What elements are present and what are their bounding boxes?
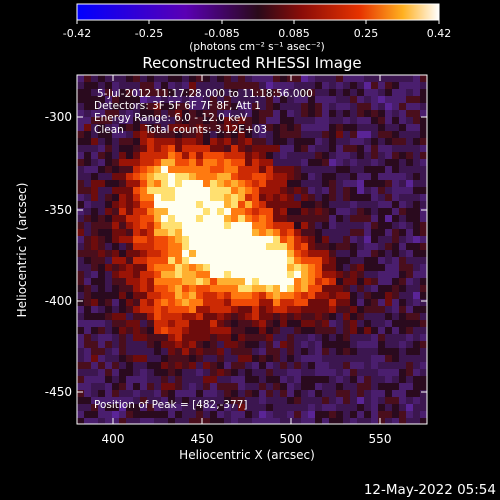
y-axis-label: Heliocentric Y (arcsec) bbox=[15, 183, 29, 318]
annotation-counts: Total counts: 3.12E+03 bbox=[144, 124, 267, 136]
colorbar-tick-label: 0.085 bbox=[278, 27, 310, 40]
colorbar: -0.42 -0.25 -0.085 0.085 0.25 0.42 (phot… bbox=[63, 3, 452, 53]
x-tick-label: 400 bbox=[102, 432, 125, 446]
plot-frame bbox=[76, 74, 428, 425]
x-axis-ticks bbox=[112, 75, 381, 424]
y-tick-label: -350 bbox=[45, 203, 72, 217]
colorbar-units: (photons cm⁻² s⁻¹ asec⁻²) bbox=[189, 41, 324, 53]
y-tick-label: -300 bbox=[45, 110, 72, 124]
solar-image bbox=[77, 75, 427, 424]
colorbar-tick-label: -0.25 bbox=[135, 27, 163, 40]
x-tick-label: 500 bbox=[280, 432, 303, 446]
x-axis-label: Heliocentric X (arcsec) bbox=[179, 448, 315, 462]
colorbar-tick-label: -0.085 bbox=[204, 27, 239, 40]
plot-title: Reconstructed RHESSI Image bbox=[142, 54, 361, 72]
y-tick-label: -450 bbox=[45, 385, 72, 399]
annotation-time: 5-Jul-2012 11:17:28.000 to 11:18:56.000 bbox=[97, 88, 313, 100]
annotation-algorithm: Clean bbox=[94, 124, 124, 136]
x-tick-label: 550 bbox=[369, 432, 392, 446]
colorbar-tick-label: 0.25 bbox=[354, 27, 379, 40]
colorbar-tick-label: -0.42 bbox=[63, 27, 91, 40]
x-tick-label: 450 bbox=[191, 432, 214, 446]
footer-date: 12-May-2022 05:54 bbox=[364, 482, 496, 498]
colorbar-tick-label: 0.42 bbox=[427, 27, 452, 40]
annotation-detectors: Detectors: 3F 5F 6F 7F 8F, Att 1 bbox=[94, 100, 261, 112]
colorbar-ticks bbox=[76, 20, 440, 24]
annotation-energy: Energy Range: 6.0 - 12.0 keV bbox=[94, 112, 248, 124]
annotation-peak: Position of Peak = [482,-377] bbox=[94, 399, 248, 411]
image-pixels bbox=[77, 75, 427, 424]
y-tick-label: -400 bbox=[45, 294, 72, 308]
colorbar-gradient bbox=[76, 3, 440, 21]
y-axis-ticks bbox=[77, 116, 427, 393]
